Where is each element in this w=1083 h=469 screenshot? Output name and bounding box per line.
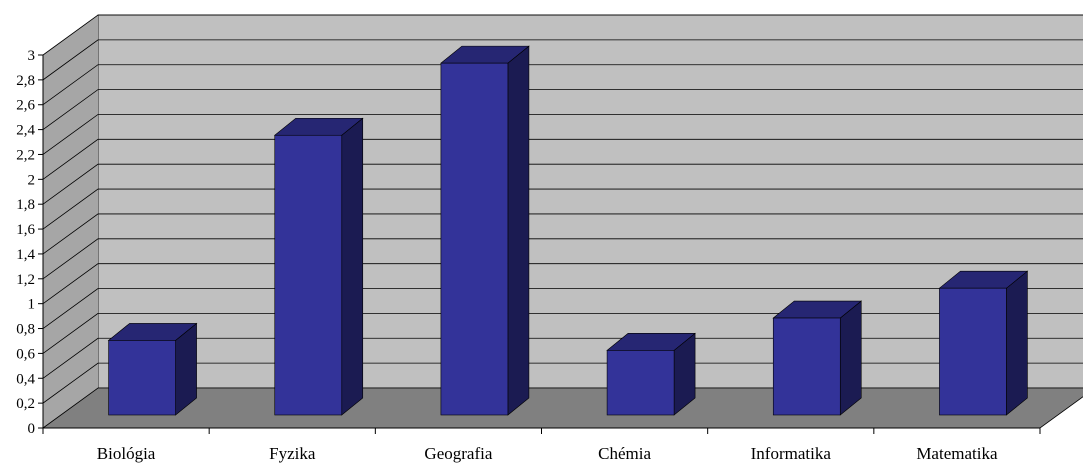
bar-front: [440, 62, 509, 416]
gridline: [42, 39, 1083, 81]
y-tick-label: 2,6: [16, 98, 35, 114]
bar-informatika: [772, 300, 863, 416]
x-category-label: Informatika: [751, 444, 832, 463]
bar-side: [1006, 270, 1028, 416]
bar-biológia: [107, 322, 198, 416]
y-tick-label: 0,4: [16, 371, 35, 387]
y-tick-label: 1,6: [16, 222, 35, 238]
y-tick-label: 0,6: [16, 346, 35, 362]
back-wall: [97, 14, 1083, 389]
floor: [41, 387, 1083, 429]
y-tick-label: 0,2: [16, 396, 35, 412]
y-tick-label: 1,4: [16, 247, 35, 263]
gridline: [42, 64, 1083, 106]
bar-side: [507, 45, 530, 416]
x-category-label: Matematika: [916, 444, 998, 463]
bar-front: [108, 340, 176, 416]
y-tick-label: 2,4: [16, 123, 35, 139]
x-category-label: Biológia: [97, 444, 156, 463]
bar-front: [939, 287, 1007, 416]
bar-front: [772, 317, 841, 416]
y-tick-label: 1: [28, 297, 36, 313]
gridline: [42, 337, 1083, 379]
gridline: [42, 163, 1083, 205]
bar-matematika: [938, 270, 1029, 416]
gridline: [42, 89, 1083, 130]
y-tick-label: 3: [28, 48, 36, 64]
gridline: [42, 238, 1083, 280]
gridline: [42, 312, 1083, 354]
gridline: [42, 114, 1083, 155]
bar-side: [839, 300, 862, 416]
bar-chémia: [606, 332, 696, 416]
gridline: [42, 288, 1083, 329]
y-tick-label: 1,8: [16, 197, 35, 213]
gridline: [42, 213, 1083, 255]
side-wall: [43, 15, 98, 428]
gridline: [42, 14, 1083, 56]
bar-front: [606, 350, 675, 416]
gridline: [42, 188, 1083, 230]
gridline: [42, 138, 1083, 180]
x-category-label: Chémia: [598, 444, 651, 463]
x-category-label: Fyzika: [269, 444, 316, 463]
y-tick-label: 0: [28, 421, 36, 437]
bar-front: [274, 134, 343, 416]
y-tick-label: 1,2: [16, 272, 35, 288]
y-tick-label: 2,2: [16, 147, 35, 163]
y-tick-label: 2: [28, 172, 36, 188]
y-tick-label: 0,8: [16, 322, 35, 338]
gridline: [42, 362, 1083, 404]
x-category-label: Geografia: [424, 444, 492, 463]
bar-side: [341, 117, 364, 416]
gridline: [42, 263, 1083, 304]
bar-fyzika: [273, 117, 364, 416]
bar-geografia: [440, 45, 530, 416]
y-tick-label: 2,8: [16, 73, 35, 89]
